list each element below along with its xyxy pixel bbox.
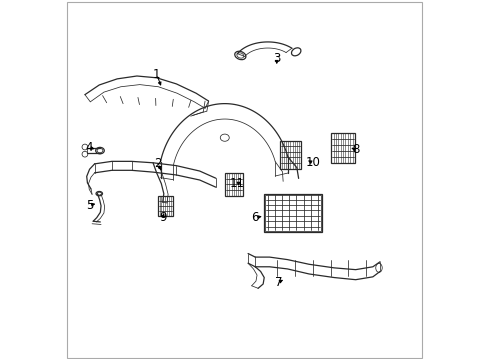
- Text: 5: 5: [86, 199, 93, 212]
- Bar: [264, 194, 321, 232]
- Bar: [224, 173, 242, 196]
- Text: 7: 7: [274, 276, 282, 289]
- Bar: [265, 195, 320, 231]
- Text: 8: 8: [351, 143, 359, 156]
- Text: 10: 10: [305, 156, 320, 169]
- Text: 4: 4: [86, 141, 93, 154]
- Text: 11: 11: [229, 177, 244, 190]
- Text: 9: 9: [159, 211, 166, 224]
- Text: 1: 1: [153, 68, 160, 81]
- Text: 2: 2: [154, 157, 161, 170]
- Bar: [330, 134, 354, 163]
- Bar: [279, 140, 301, 168]
- Text: 3: 3: [272, 51, 280, 64]
- Bar: [158, 196, 172, 216]
- Text: 6: 6: [251, 211, 259, 224]
